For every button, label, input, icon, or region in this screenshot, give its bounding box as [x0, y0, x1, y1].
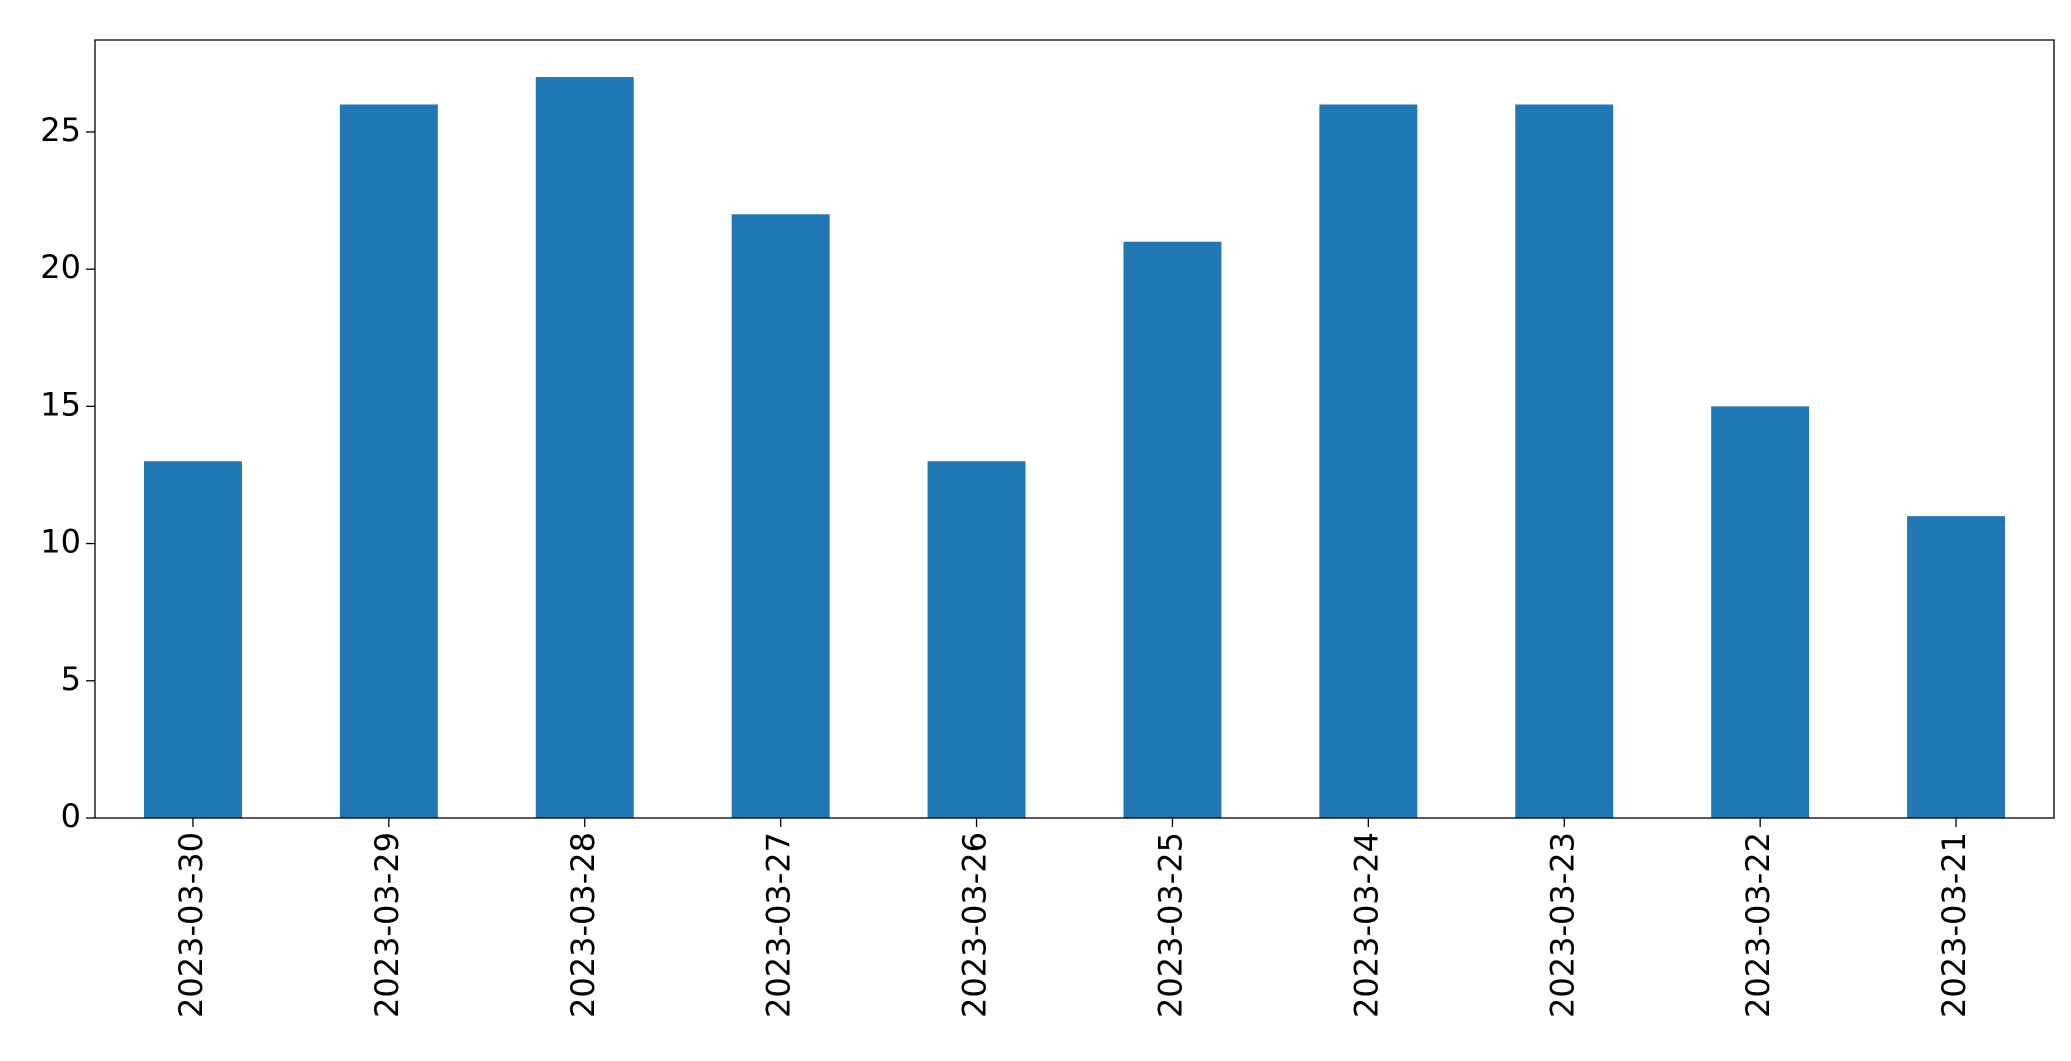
plot-frame	[94, 39, 2055, 819]
bar	[143, 461, 242, 818]
x-tick-label: 2023-03-24	[1347, 832, 1385, 1018]
x-tick-label: 2023-03-26	[956, 832, 994, 1018]
bar	[535, 77, 634, 819]
bar	[1907, 516, 2006, 818]
y-tick-label: 0	[61, 797, 81, 835]
y-tick-label: 15	[40, 385, 81, 423]
x-tick-label: 2023-03-22	[1739, 832, 1777, 1018]
y-tick-label: 20	[40, 248, 81, 286]
x-tick-label: 2023-03-23	[1543, 832, 1581, 1018]
bar	[731, 214, 830, 819]
bar	[927, 461, 1026, 818]
bar	[1515, 104, 1614, 819]
bar	[1123, 241, 1222, 818]
y-tick-label: 25	[40, 111, 81, 149]
x-tick-label: 2023-03-25	[1151, 832, 1189, 1018]
x-tick-label: 2023-03-29	[368, 832, 406, 1018]
bar	[1711, 406, 1810, 818]
x-tick-label: 2023-03-30	[172, 832, 210, 1018]
x-tick-label: 2023-03-27	[760, 832, 798, 1018]
x-tick-label: 2023-03-28	[564, 832, 602, 1018]
x-tick-label: 2023-03-21	[1935, 832, 1973, 1018]
bar	[1319, 104, 1418, 819]
y-tick-label: 10	[40, 523, 81, 561]
y-tick-label: 5	[61, 660, 81, 698]
bar	[339, 104, 438, 819]
